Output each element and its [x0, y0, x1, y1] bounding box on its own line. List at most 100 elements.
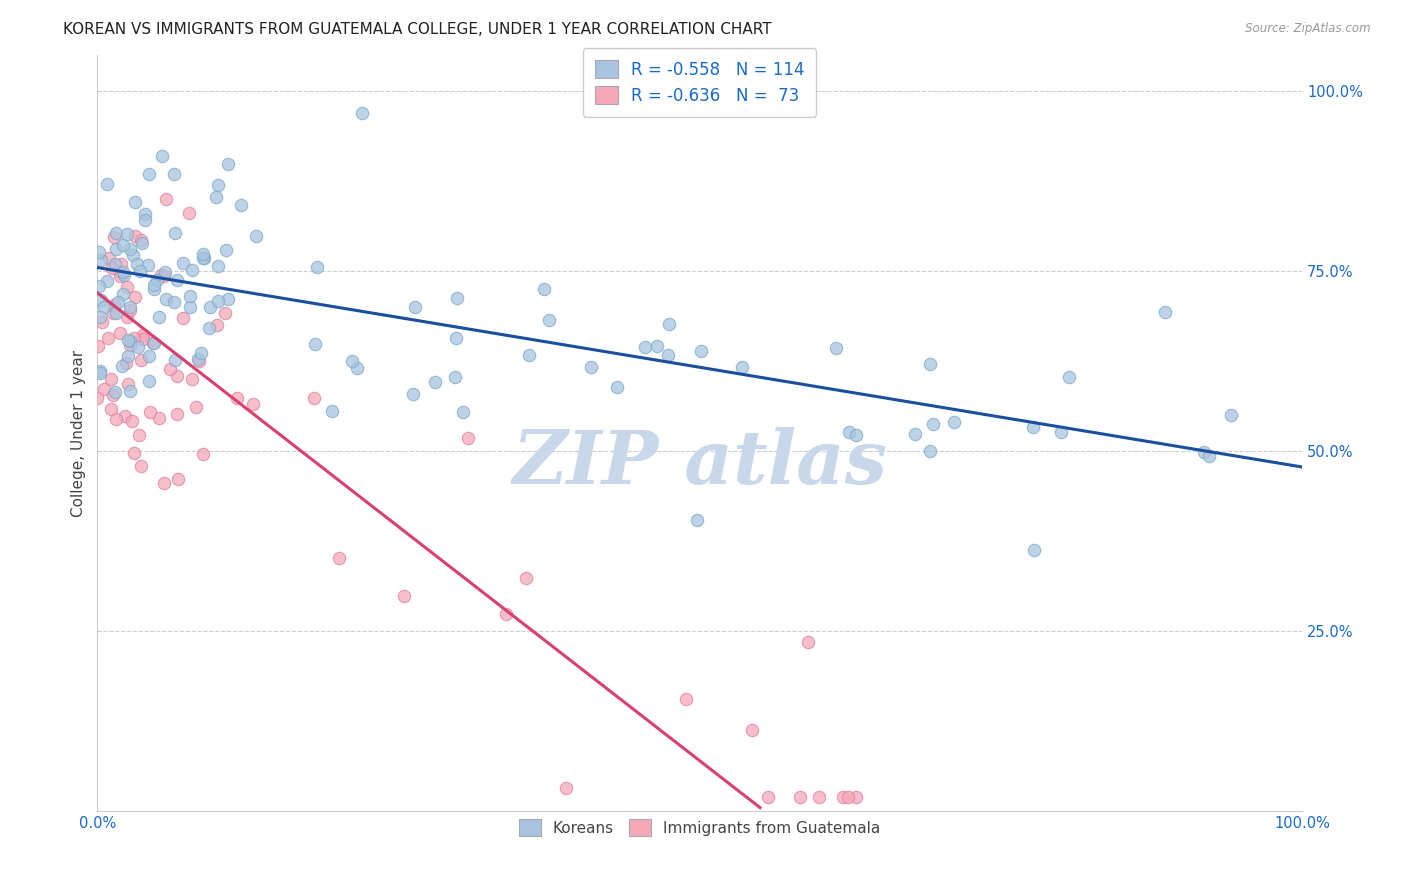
Point [1220, 408, 1243, 422]
Point [129, 458, 152, 473]
Point [104, 412, 127, 426]
Point [184, 401, 207, 415]
Point [845, 428, 868, 442]
Point [207, 259, 229, 273]
Point [214, 305, 236, 319]
Point [685, 513, 707, 527]
Point [131, 235, 153, 250]
Point [340, 354, 363, 368]
Point [197, 321, 219, 335]
Point [134, 207, 156, 221]
Point [134, 212, 156, 227]
Point [107, 294, 129, 309]
Point [118, 334, 141, 348]
Point [89, 245, 111, 260]
Point [139, 405, 162, 419]
Point [101, 306, 124, 320]
Point [181, 263, 204, 277]
Point [128, 428, 150, 442]
Point [100, 401, 122, 416]
Point [96, 274, 118, 288]
Point [131, 233, 153, 247]
Point [181, 372, 204, 386]
Point [405, 301, 427, 315]
Point [517, 348, 540, 362]
Point [579, 360, 602, 375]
Point [118, 384, 141, 398]
Point [132, 332, 155, 346]
Text: Source: ZipAtlas.com: Source: ZipAtlas.com [1246, 22, 1371, 36]
Point [90, 252, 112, 267]
Point [124, 194, 146, 209]
Point [1049, 425, 1071, 439]
Point [942, 415, 965, 429]
Point [108, 326, 131, 340]
Point [193, 447, 215, 461]
Point [152, 268, 174, 283]
Point [177, 206, 200, 220]
Point [153, 265, 176, 279]
Point [118, 242, 141, 256]
Point [304, 337, 326, 351]
Point [129, 264, 152, 278]
Point [143, 277, 166, 292]
Point [100, 372, 122, 386]
Point [101, 388, 124, 402]
Point [191, 251, 214, 265]
Point [657, 348, 679, 362]
Point [838, 425, 860, 439]
Point [105, 306, 128, 320]
Point [117, 333, 139, 347]
Point [159, 362, 181, 376]
Point [93, 383, 115, 397]
Point [114, 409, 136, 423]
Point [132, 327, 155, 342]
Point [118, 300, 141, 314]
Point [112, 268, 135, 282]
Point [425, 375, 447, 389]
Point [444, 331, 467, 345]
Point [166, 369, 188, 384]
Point [217, 157, 239, 171]
Point [731, 360, 754, 375]
Point [90, 293, 112, 307]
Point [111, 265, 134, 279]
Point [392, 589, 415, 603]
Point [122, 330, 145, 344]
Point [1022, 543, 1045, 558]
Point [97, 331, 120, 345]
Point [111, 238, 134, 252]
Point [207, 318, 229, 333]
Point [136, 258, 159, 272]
Point [187, 352, 209, 367]
Point [845, 789, 868, 804]
Point [1153, 305, 1175, 319]
Point [606, 380, 628, 394]
Point [108, 268, 131, 283]
Point [321, 404, 343, 418]
Point [138, 374, 160, 388]
Point [205, 190, 228, 204]
Point [148, 310, 170, 324]
Point [198, 300, 221, 314]
Point [122, 248, 145, 262]
Point [104, 242, 127, 256]
Point [87, 278, 110, 293]
Point [193, 251, 215, 265]
Point [918, 357, 941, 371]
Point [146, 272, 169, 286]
Point [304, 391, 326, 405]
Point [115, 280, 138, 294]
Point [756, 789, 779, 804]
Point [103, 229, 125, 244]
Point [103, 297, 125, 311]
Point [117, 376, 139, 391]
Point [150, 149, 173, 163]
Point [124, 290, 146, 304]
Point [515, 571, 537, 585]
Point [111, 359, 134, 373]
Point [444, 369, 467, 384]
Point [118, 338, 141, 352]
Point [402, 387, 425, 401]
Point [789, 789, 811, 804]
